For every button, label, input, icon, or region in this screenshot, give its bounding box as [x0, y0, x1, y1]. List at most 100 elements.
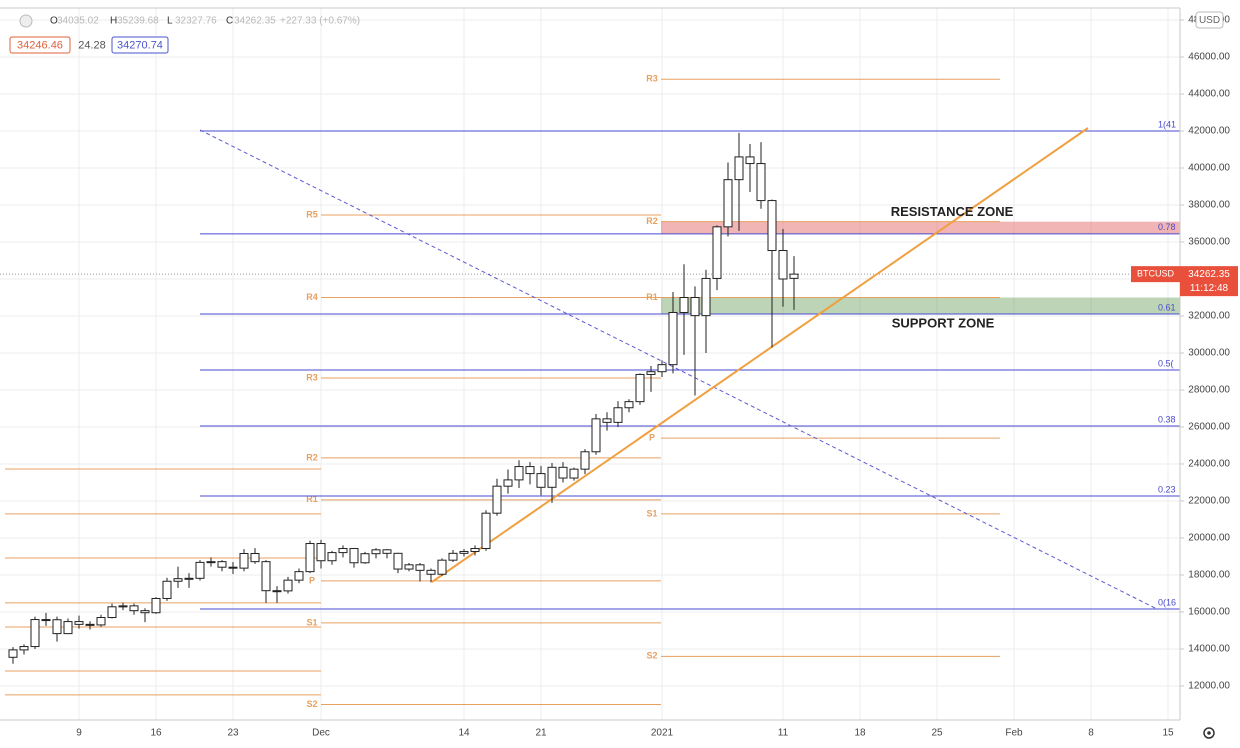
indicator-box — [9, 36, 71, 54]
candle-body — [514, 466, 524, 481]
ohlc-change: +227.33 (+0.67%) — [280, 16, 360, 27]
symbol-tag-text: BTCUSD — [1137, 269, 1175, 279]
candle-body — [305, 543, 315, 573]
x-tick-label: 11 — [778, 728, 789, 739]
pivot-label: S2 — [306, 699, 317, 709]
candle-body — [657, 364, 667, 373]
candle-body — [789, 273, 799, 279]
candle-body — [701, 277, 711, 317]
indicator-value: 34270.74 — [117, 39, 163, 51]
zone-label: SUPPORT ZONE — [892, 315, 995, 330]
y-tick-label: 38000.00 — [1188, 200, 1230, 211]
ohlc-value: 32327.76 — [175, 16, 217, 27]
candle-body — [756, 163, 766, 202]
fib-label: 0.38 — [1158, 414, 1176, 424]
candle-body — [338, 548, 348, 554]
candle-body — [580, 451, 590, 470]
candle-body — [547, 466, 557, 488]
candle-body — [448, 552, 458, 561]
candle-body — [151, 597, 161, 614]
indicator-box — [111, 36, 169, 54]
candle-body — [371, 549, 381, 555]
currency: USD — [1199, 15, 1220, 26]
candle-body — [503, 479, 513, 487]
x-tick-label: 21 — [535, 728, 547, 739]
levels: R5 R4 R3 R2 R1 P S1 S2 R3 R2 R1 P S1 S2 1(41 0.78 0.61 0.… — [0, 74, 1180, 709]
candle-body — [107, 606, 117, 619]
candle-body — [635, 373, 645, 403]
candle-body — [294, 571, 304, 581]
gear[interactable] — [1203, 727, 1215, 739]
currency-box — [1195, 11, 1224, 29]
y-tick-label: 14000.00 — [1188, 644, 1230, 655]
y-tick-label: 42000.00 — [1188, 126, 1230, 137]
ohlc-key: H — [110, 16, 117, 27]
fib-label: 0.5( — [1158, 358, 1174, 368]
candle-body — [613, 407, 623, 423]
ohlc-value: 34035.02 — [57, 16, 99, 27]
settings-icon[interactable] — [1203, 727, 1215, 739]
indicator-value: 34246.46 — [17, 39, 63, 51]
candle-body — [415, 564, 425, 571]
candle-body — [778, 250, 788, 280]
y-tick-label: 36000.00 — [1188, 237, 1230, 248]
symbol-tag — [1131, 266, 1180, 283]
indicator-value: 24.28 — [78, 39, 106, 51]
pivot-label: S2 — [646, 651, 657, 661]
candle-body — [646, 371, 656, 375]
candle-body — [470, 548, 480, 552]
candle-body — [525, 466, 535, 475]
zone-label: RESISTANCE ZONE — [891, 204, 1014, 219]
candle-body — [250, 553, 260, 563]
y-tick-label: 28000.00 — [1188, 385, 1230, 396]
x-tick-label: 9 — [76, 728, 82, 739]
pivot-label: P — [649, 432, 655, 442]
zone — [661, 297, 1180, 314]
candle-body — [8, 649, 18, 658]
y-tick-label: 16000.00 — [1188, 607, 1230, 618]
candle-body — [624, 401, 634, 409]
grid — [0, 8, 1180, 720]
candle-body — [360, 553, 370, 564]
pivot-label: R4 — [306, 292, 318, 302]
x-tick-label: 18 — [854, 728, 866, 739]
candle-body — [19, 646, 29, 651]
x-tick-label: Feb — [1005, 728, 1023, 739]
candle-body — [745, 156, 755, 165]
x-tick-label: 25 — [931, 728, 943, 739]
candle-body — [437, 559, 447, 575]
y-tick-label: 40000.00 — [1188, 163, 1230, 174]
candle-body — [349, 548, 359, 564]
fib-label: 0.23 — [1158, 484, 1176, 494]
candle-body — [272, 590, 282, 593]
overlay: USD RESISTANCE ZONE SUPPORT ZONE BTCUSD 342… — [9, 11, 1238, 739]
candle-body — [723, 179, 733, 228]
pivot-label: R3 — [646, 74, 658, 84]
ohlc-value: 35239.68 — [117, 16, 159, 27]
symbol-icon[interactable] — [19, 14, 33, 28]
candle-body — [569, 468, 579, 479]
candle-body — [734, 156, 744, 181]
candle-body — [712, 226, 722, 279]
y-tick-label: 22000.00 — [1188, 496, 1230, 507]
candle-body — [393, 552, 403, 570]
pivot-label: R2 — [646, 216, 658, 226]
candle-body — [173, 578, 183, 582]
candle-body — [96, 617, 106, 626]
candle-body — [558, 466, 568, 479]
y-tick-label: 44000.00 — [1188, 89, 1230, 100]
candle-body — [426, 569, 436, 575]
candles — [8, 132, 799, 664]
gear-center[interactable] — [1207, 731, 1211, 735]
candle-body — [283, 579, 293, 592]
ohlc-key: C — [226, 16, 233, 27]
trend-line — [431, 127, 1089, 583]
candle-body — [536, 473, 546, 488]
price-tag-value: 34262.35 — [1188, 269, 1230, 280]
candle-body — [382, 549, 392, 554]
axis-labels: 12000.00 14000.00 16000.00 18000.00 20000.00… — [76, 15, 1230, 739]
fib-label: 1(41 — [1158, 119, 1176, 129]
candle-body — [206, 561, 216, 564]
